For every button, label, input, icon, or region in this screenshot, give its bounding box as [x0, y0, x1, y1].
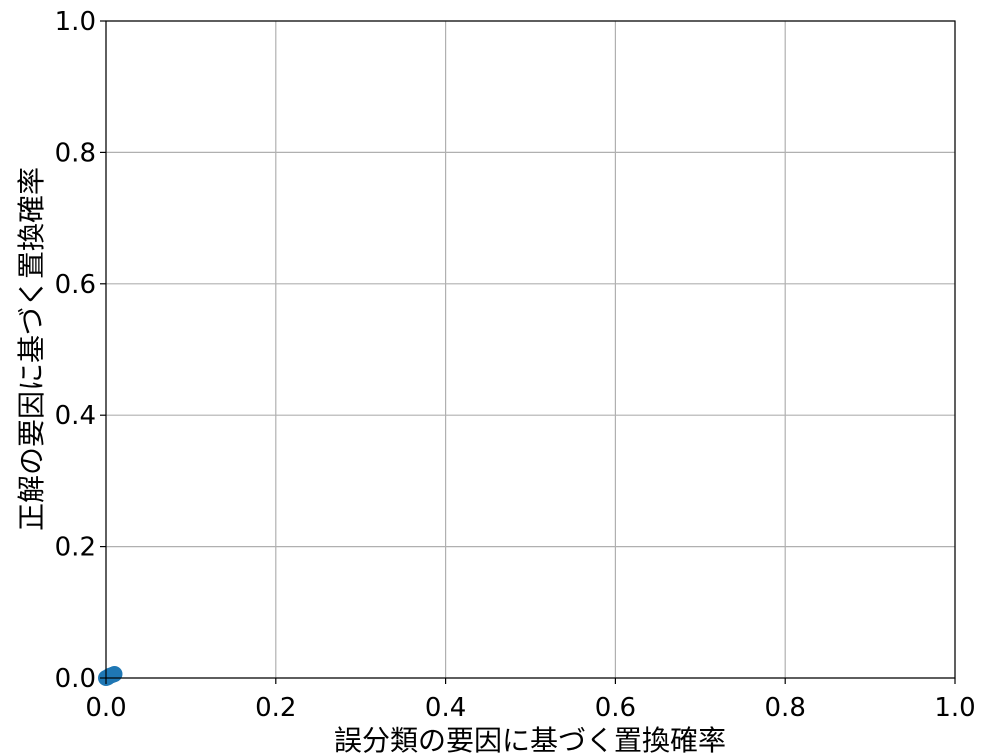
x-tick-label: 0.2 [255, 693, 296, 723]
y-tick-label: 0.4 [55, 401, 96, 431]
plot-frame [105, 20, 956, 679]
x-tick-label: 1.0 [934, 693, 975, 723]
scatter-points [98, 666, 123, 686]
x-tick-label: 0.6 [595, 693, 636, 723]
y-axis-ticks: 0.0 0.2 0.4 0.6 0.8 1.0 [55, 7, 106, 694]
grid [105, 20, 956, 679]
x-axis-label: 誤分類の要因に基づく置換確率 [334, 724, 726, 756]
x-tick-label: 0.8 [765, 693, 806, 723]
y-tick-label: 0.6 [55, 270, 96, 300]
y-tick-label: 0.0 [55, 664, 96, 694]
y-tick-label: 1.0 [55, 7, 96, 37]
data-point [106, 666, 123, 683]
y-tick-label: 0.8 [55, 138, 96, 168]
x-tick-label: 0.0 [85, 693, 126, 723]
y-axis-label: 正解の要因に基づく置換確率 [15, 167, 48, 531]
y-tick-label: 0.2 [55, 533, 96, 563]
x-tick-label: 0.4 [425, 693, 466, 723]
x-axis-ticks: 0.0 0.2 0.4 0.6 0.8 1.0 [85, 678, 976, 723]
